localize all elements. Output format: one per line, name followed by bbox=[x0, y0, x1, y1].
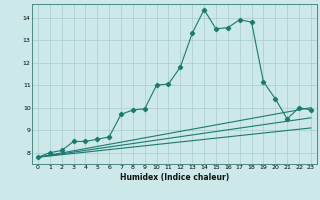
X-axis label: Humidex (Indice chaleur): Humidex (Indice chaleur) bbox=[120, 173, 229, 182]
